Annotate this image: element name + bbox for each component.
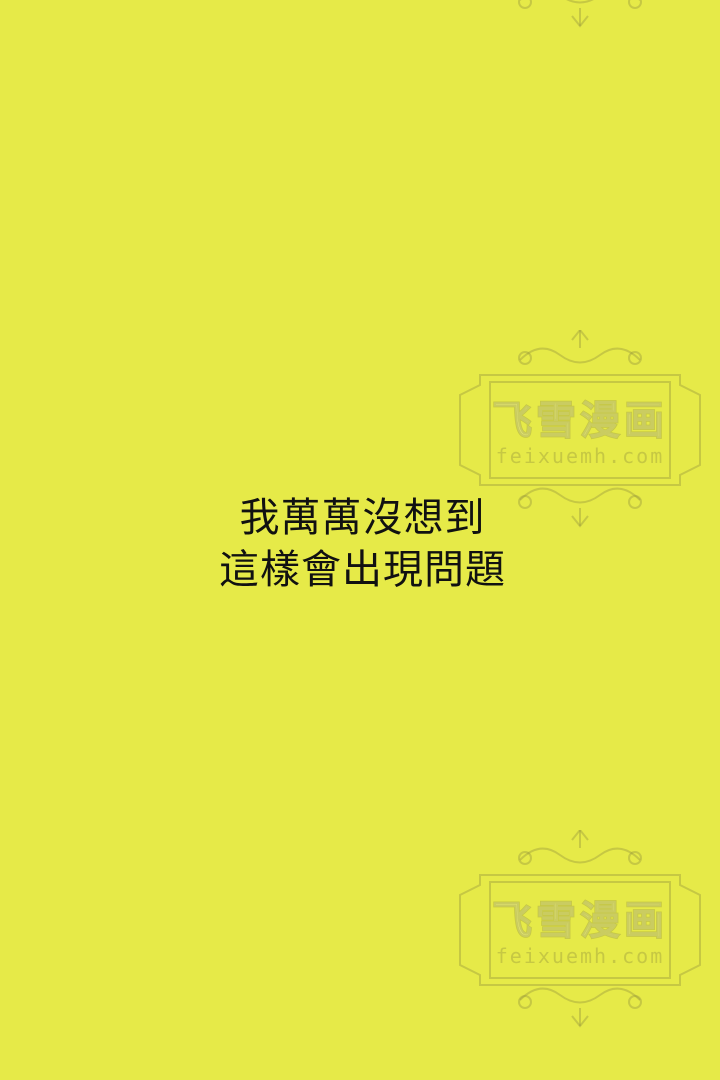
watermark-bottom: 飞雪漫画 feixuemh.com xyxy=(450,830,710,1030)
watermark-title: 飞雪漫画 xyxy=(491,397,668,445)
watermark-frame xyxy=(459,330,701,528)
watermark-top xyxy=(450,0,710,30)
watermark-title: 飞雪漫画 xyxy=(491,897,668,945)
caption-line-1: 我萬萬沒想到 xyxy=(239,495,486,541)
watermark-frame xyxy=(459,830,701,1028)
watermark-site: feixuemh.com xyxy=(495,944,665,968)
watermark-site: feixuemh.com xyxy=(495,444,665,468)
caption: 我萬萬沒想到 這樣會出現問題 xyxy=(0,492,720,596)
caption-line-2: 這樣會出現問題 xyxy=(219,547,506,593)
watermark-middle: 飞雪漫画 feixuemh.com xyxy=(450,330,710,530)
watermark-ornament xyxy=(518,0,642,28)
